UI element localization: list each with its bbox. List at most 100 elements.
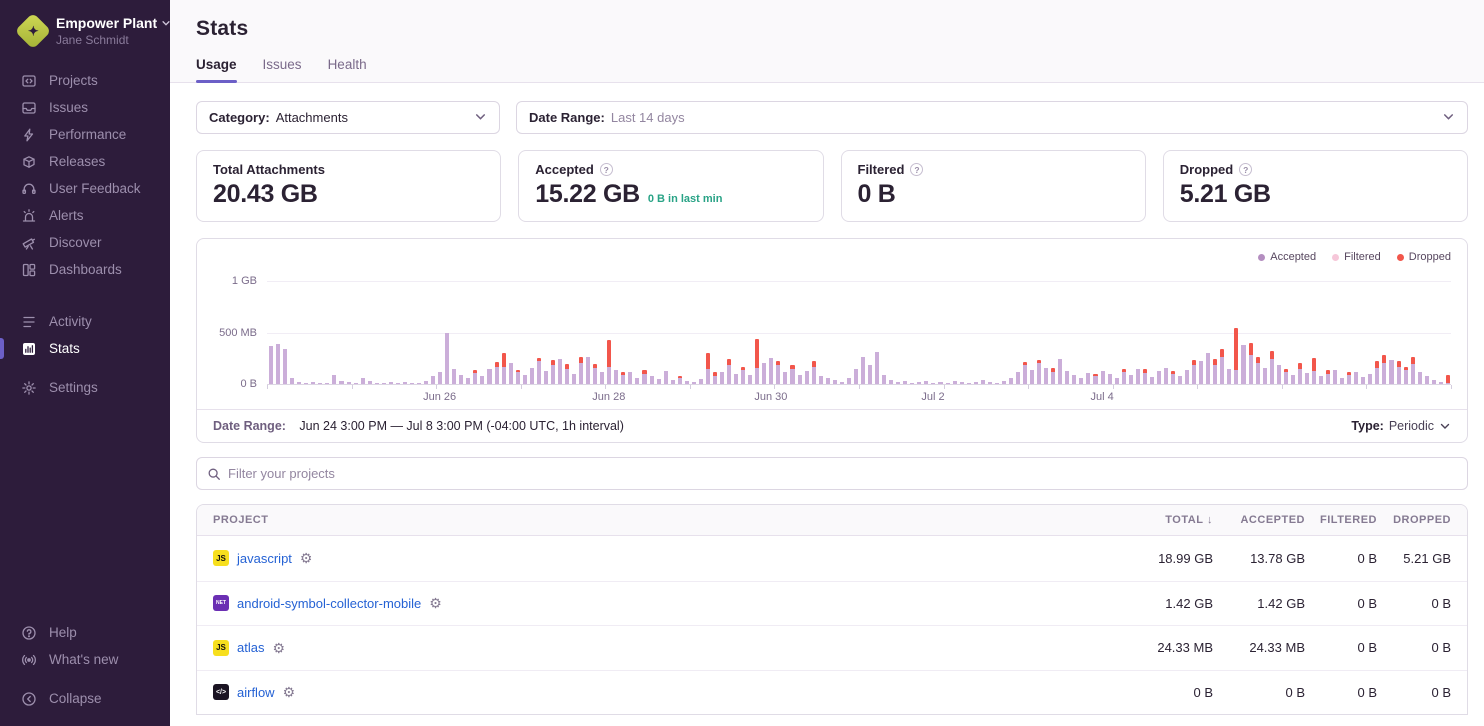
chart-bar[interactable]: [896, 381, 901, 384]
chart-bar[interactable]: [698, 378, 703, 384]
chart-bar[interactable]: [1030, 369, 1035, 384]
chart-bar[interactable]: [1234, 328, 1239, 384]
chart-bar[interactable]: [1213, 359, 1218, 384]
column-header-filtered[interactable]: FILTERED: [1320, 514, 1377, 526]
chart-bar[interactable]: [882, 374, 887, 384]
chart-bar[interactable]: [1114, 377, 1119, 384]
chart-bar[interactable]: [839, 381, 844, 384]
chart-bar[interactable]: [1311, 358, 1316, 384]
chart-bar[interactable]: [776, 361, 781, 384]
sidebar-item-user-feedback[interactable]: User Feedback: [0, 175, 170, 202]
chart-bar[interactable]: [311, 381, 316, 384]
chart-bar[interactable]: [1079, 377, 1084, 384]
chart-bar[interactable]: [889, 379, 894, 384]
chart-bar[interactable]: [684, 380, 689, 384]
project-link[interactable]: atlas: [237, 640, 265, 656]
chart-bar[interactable]: [825, 377, 830, 384]
chart-bar[interactable]: [1037, 360, 1042, 384]
chart-bar[interactable]: [550, 360, 555, 384]
chart-bar[interactable]: [1227, 368, 1232, 384]
chart-bar[interactable]: [318, 383, 323, 384]
sidebar-item-performance[interactable]: Performance: [0, 121, 170, 148]
chart-bar[interactable]: [304, 382, 309, 384]
chart-bar[interactable]: [867, 365, 873, 384]
chart-bar[interactable]: [424, 381, 429, 384]
chart-bar[interactable]: [515, 369, 520, 384]
chart-bar[interactable]: [1326, 369, 1331, 384]
chart-bar[interactable]: [1354, 371, 1359, 384]
sidebar-item-settings[interactable]: Settings: [0, 374, 170, 401]
chart-bar[interactable]: [705, 353, 710, 384]
chart-bar[interactable]: [1149, 376, 1154, 384]
chart-bar[interactable]: [1417, 371, 1422, 384]
chart-bar[interactable]: [367, 381, 372, 384]
chart-bar[interactable]: [346, 382, 351, 384]
chart-bar[interactable]: [952, 380, 957, 384]
chart-bar[interactable]: [1008, 377, 1013, 384]
chart-bar[interactable]: [572, 373, 577, 384]
chart-bar[interactable]: [712, 371, 717, 384]
chart-bar[interactable]: [1248, 342, 1253, 384]
chart-bar[interactable]: [1015, 371, 1021, 384]
chart-bar[interactable]: [276, 343, 281, 384]
chart-bar[interactable]: [1185, 369, 1190, 384]
chart-bar[interactable]: [910, 382, 915, 384]
chart-bar[interactable]: [269, 345, 274, 384]
chart-bar[interactable]: [846, 377, 851, 384]
project-filter[interactable]: [196, 457, 1468, 490]
sidebar-item-alerts[interactable]: Alerts: [0, 202, 170, 229]
chart-bar[interactable]: [600, 371, 605, 384]
chart-bar[interactable]: [1192, 360, 1197, 384]
sidebar-collapse[interactable]: Collapse: [0, 685, 170, 712]
chart-bar[interactable]: [1340, 377, 1345, 384]
chart-bar[interactable]: [649, 375, 654, 384]
chart-bar[interactable]: [628, 371, 633, 384]
chart-bar[interactable]: [579, 357, 584, 384]
column-header-project[interactable]: PROJECT: [213, 514, 269, 526]
chart-bar[interactable]: [670, 379, 675, 384]
chart-bar[interactable]: [924, 381, 929, 384]
chart-bar[interactable]: [1255, 357, 1260, 384]
chart-bar[interactable]: [691, 381, 696, 384]
chart-bar[interactable]: [290, 377, 295, 384]
chart-bar[interactable]: [508, 363, 513, 384]
chart-bar[interactable]: [1304, 372, 1309, 384]
chart-bar[interactable]: [374, 382, 379, 384]
tab-usage[interactable]: Usage: [196, 57, 237, 83]
chart-bar[interactable]: [1220, 349, 1225, 384]
chart-bar[interactable]: [1171, 370, 1176, 384]
chart-type-select[interactable]: Type: Periodic: [1351, 419, 1451, 433]
chart-bar[interactable]: [360, 377, 365, 384]
chart-bar[interactable]: [536, 358, 541, 384]
chart-bar[interactable]: [973, 381, 978, 384]
help-icon[interactable]: ?: [599, 163, 613, 176]
sidebar-item-dashboards[interactable]: Dashboards: [0, 256, 170, 283]
chart-bar[interactable]: [1445, 374, 1450, 384]
chart-bar[interactable]: [1163, 367, 1168, 384]
chart-bar[interactable]: [945, 382, 950, 384]
chart-bar[interactable]: [959, 382, 964, 384]
chart-bar[interactable]: [875, 352, 880, 384]
chart-bar[interactable]: [339, 380, 344, 384]
chart-bar[interactable]: [297, 382, 302, 384]
chart-bar[interactable]: [466, 377, 471, 384]
chart-bar[interactable]: [445, 332, 450, 384]
chart-bar[interactable]: [1178, 375, 1183, 384]
chart-bar[interactable]: [769, 358, 774, 384]
chart-bar[interactable]: [1333, 369, 1338, 384]
chart-bar[interactable]: [395, 382, 400, 384]
chart-bar[interactable]: [283, 348, 288, 384]
chart-bar[interactable]: [564, 364, 570, 384]
chart-bar[interactable]: [1135, 368, 1140, 384]
chart-bar[interactable]: [1290, 374, 1295, 384]
column-header-dropped[interactable]: DROPPED: [1393, 514, 1451, 526]
chart-bar[interactable]: [1410, 357, 1415, 384]
chart-bar[interactable]: [1262, 367, 1267, 384]
legend-item-accepted[interactable]: Accepted: [1258, 251, 1316, 263]
chart-bar[interactable]: [381, 383, 386, 384]
chart-bar[interactable]: [1051, 367, 1056, 384]
chart-bar[interactable]: [853, 368, 858, 384]
project-link[interactable]: airflow: [237, 684, 275, 700]
sidebar-item-activity[interactable]: Activity: [0, 308, 170, 335]
chart-bar[interactable]: [804, 370, 809, 384]
